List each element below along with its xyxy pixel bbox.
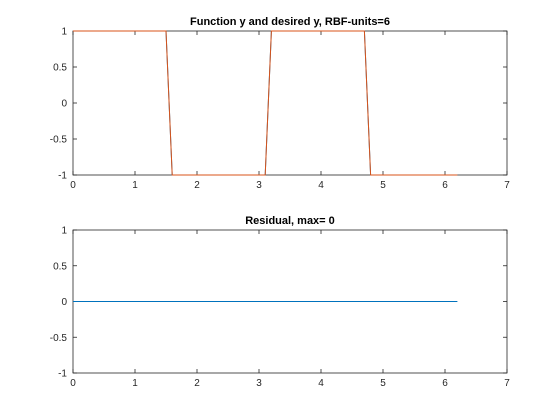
top-x-tick-label: 6 [442, 180, 448, 191]
top-chart-title: Function y and desired y, RBF-units=6 [190, 16, 390, 28]
bottom-x-tick-label: 0 [70, 378, 76, 389]
bottom-chart: Residual, max= 0 0 1 2 3 4 5 6 7 1 0.5 0 -0.5 -1 [50, 215, 510, 389]
top-chart-axes [72, 30, 508, 176]
top-chart-ticks: 0 1 2 3 4 5 6 7 1 0.5 0 -0.5 -1 [50, 27, 510, 192]
top-y-tick-label: 0.5 [53, 63, 67, 74]
top-y-tick-label: -0.5 [50, 135, 68, 146]
bottom-x-tick-label: 6 [442, 378, 448, 389]
top-series-line-1 [73, 30, 458, 176]
bottom-y-tick-label: 0.5 [53, 261, 67, 272]
bottom-y-tick-label: 0 [61, 297, 67, 308]
bottom-x-tick-label: 3 [256, 378, 262, 389]
top-y-tick-label: -1 [58, 171, 67, 182]
bottom-x-tick-label: 7 [504, 378, 510, 389]
top-chart-series [73, 30, 458, 176]
bottom-chart-title: Residual, max= 0 [245, 215, 335, 227]
top-x-tick-label: 0 [70, 180, 76, 191]
bottom-x-tick-label: 2 [194, 378, 200, 389]
bottom-y-tick-label: 1 [61, 226, 67, 237]
top-x-tick-label: 3 [256, 180, 262, 191]
top-x-tick-label: 1 [132, 180, 138, 191]
top-y-tick-label: 1 [61, 27, 67, 38]
bottom-y-tick-label: -1 [58, 369, 67, 380]
bottom-chart-ticks: 0 1 2 3 4 5 6 7 1 0.5 0 -0.5 -1 [50, 226, 510, 390]
top-y-tick-label: 0 [61, 99, 67, 110]
bottom-y-tick-label: -0.5 [50, 333, 68, 344]
top-x-tick-label: 2 [194, 180, 200, 191]
top-x-tick-label: 7 [504, 180, 510, 191]
bottom-x-tick-label: 4 [318, 378, 324, 389]
top-x-tick-label: 5 [380, 180, 386, 191]
top-x-tick-label: 4 [318, 180, 324, 191]
bottom-x-tick-label: 5 [380, 378, 386, 389]
top-chart: Function y and desired y, RBF-units=6 0 1… [50, 16, 510, 191]
bottom-x-tick-label: 1 [132, 378, 138, 389]
